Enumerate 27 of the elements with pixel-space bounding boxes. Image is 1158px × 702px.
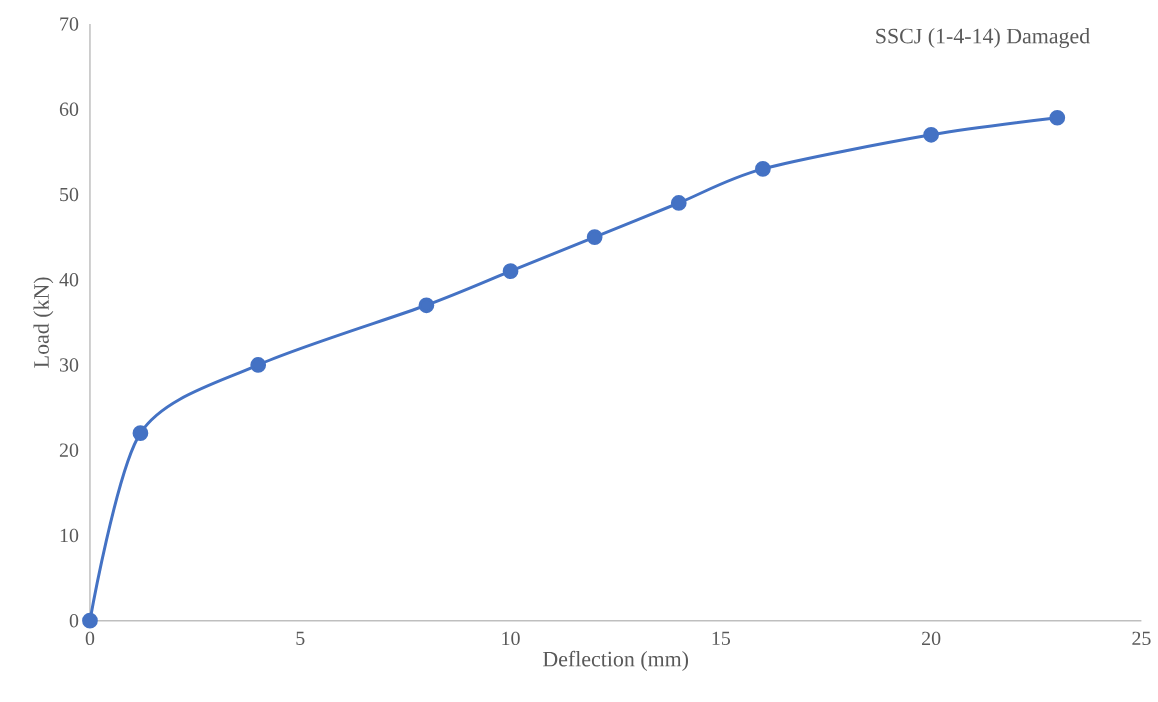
x-tick-label: 5	[296, 631, 305, 646]
point	[586, 229, 603, 246]
point	[1049, 110, 1066, 126]
point	[755, 161, 771, 177]
x-axis-title: Deflection (mm)	[543, 651, 689, 672]
y-axis-title: Load (kN)	[33, 277, 54, 368]
point	[670, 195, 687, 212]
point	[250, 357, 267, 373]
x-tick-label: 15	[712, 631, 731, 646]
x-tick-label: 25	[1132, 631, 1151, 646]
y-tick-label: 70	[60, 17, 79, 31]
chart-title: SSCJ (1-4-14) Damaged	[876, 28, 1090, 49]
point	[132, 425, 149, 442]
x-tick-label: 20	[922, 631, 941, 646]
y-tick-label: 30	[60, 358, 79, 372]
point	[923, 127, 939, 143]
point	[502, 263, 519, 280]
y-tick-label: 0	[69, 614, 79, 628]
x-tick-label: 0	[85, 631, 95, 646]
point	[82, 612, 98, 629]
x-tick-label: 10	[502, 631, 520, 646]
y-tick-label: 60	[59, 102, 79, 117]
y-tick-label: 10	[60, 528, 79, 543]
y-tick-label: 50	[60, 187, 79, 202]
point	[418, 297, 435, 314]
y-tick-label: 40	[59, 273, 79, 287]
y-tick-label: 20	[59, 443, 79, 458]
